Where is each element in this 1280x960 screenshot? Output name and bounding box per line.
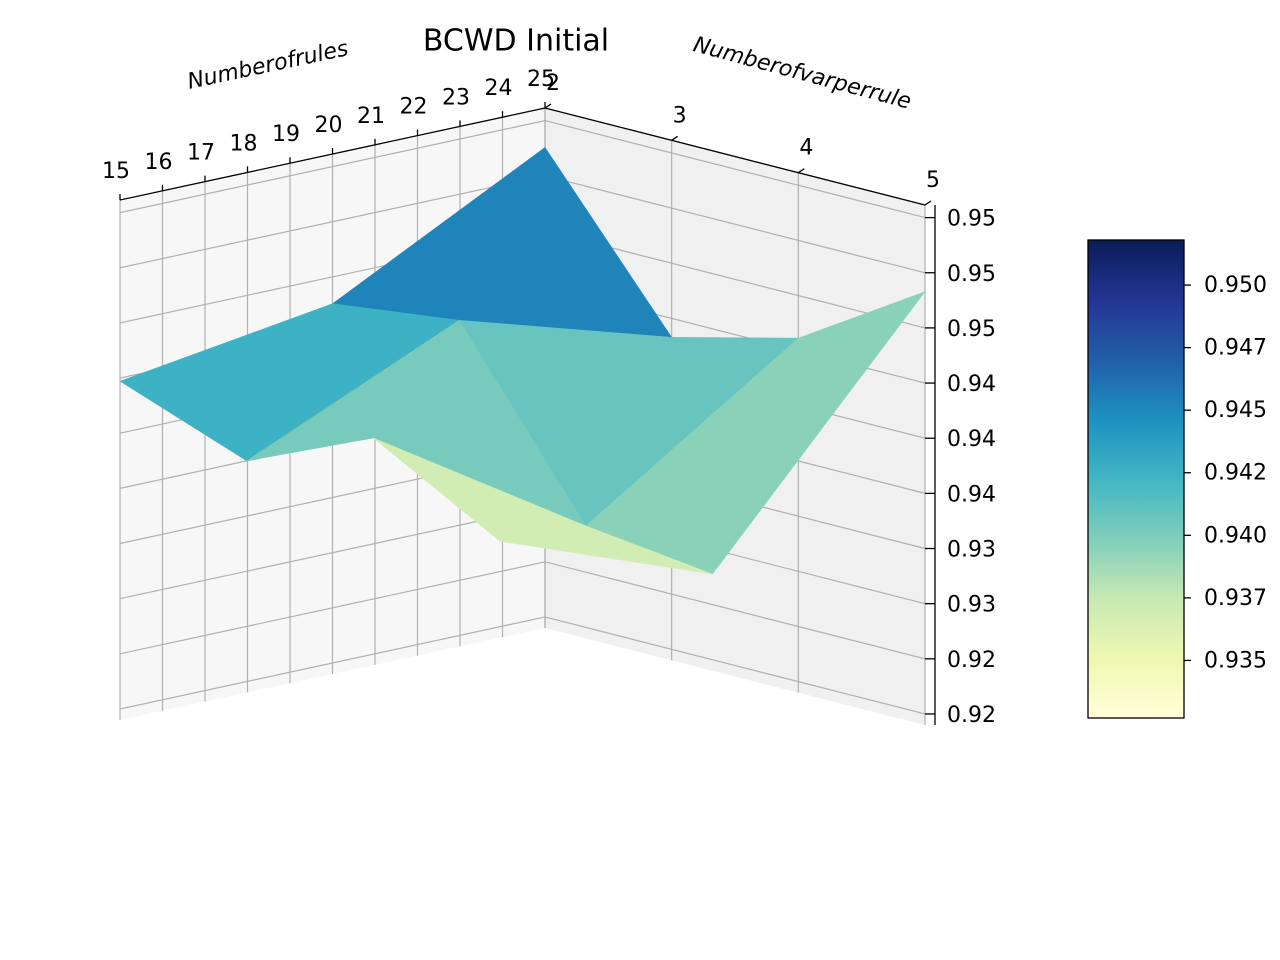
y-axis-label: Numberofvarperrule <box>691 32 914 114</box>
x-tick-label: 18 <box>230 131 258 156</box>
y-tick-label: 2 <box>546 71 560 96</box>
colorbar-tick-label: 0.935 <box>1204 648 1267 673</box>
colorbar-tick-label: 0.945 <box>1204 398 1267 423</box>
x-axis-label: Numberofrules <box>185 36 350 94</box>
colorbar <box>1087 239 1185 719</box>
z-tick-label: 0.92 <box>947 648 996 673</box>
z-tick-label: 0.94 <box>947 427 996 452</box>
x-tick-label: 25 <box>527 67 555 92</box>
y-tick-label: 4 <box>799 136 813 161</box>
x-tick-label: 16 <box>145 150 173 175</box>
colorbar-tick-label: 0.950 <box>1204 273 1267 298</box>
z-tick-label: 0.93 <box>947 593 996 618</box>
grid-line <box>119 119 926 219</box>
z-tick-label: 0.93 <box>947 538 996 563</box>
surface-patch <box>373 437 713 575</box>
x-tick-label: 20 <box>315 113 343 138</box>
y-tick-label: 5 <box>926 168 940 193</box>
grid-line <box>119 616 926 715</box>
y-axis-line <box>544 107 926 206</box>
y-tick <box>671 135 679 141</box>
z-tick-label: 0.95 <box>947 317 996 342</box>
x-axis-line <box>119 107 546 201</box>
x-tick-label: 17 <box>187 141 215 166</box>
colorbar-tick-label: 0.937 <box>1204 586 1267 611</box>
x-tick-label: 22 <box>400 95 428 120</box>
colorbar-tick-label: 0.940 <box>1204 523 1267 548</box>
z-tick-label: 0.94 <box>947 482 996 507</box>
y-tick <box>544 103 552 109</box>
x-tick-label: 24 <box>485 76 513 101</box>
z-tick-label: 0.94 <box>947 372 996 397</box>
z-tick-label: 0.95 <box>947 262 996 287</box>
x-tick-label: 21 <box>357 104 385 129</box>
colorbar-tick-label: 0.942 <box>1204 461 1267 486</box>
z-tick-label: 0.92 <box>947 703 996 728</box>
x-tick-label: 15 <box>102 159 130 184</box>
chart-title: BCWD Initial <box>423 24 609 59</box>
y-tick <box>924 200 932 206</box>
x-tick-label: 23 <box>442 85 470 110</box>
z-tick-label: 0.95 <box>947 207 996 232</box>
y-tick-label: 3 <box>673 103 687 128</box>
y-tick <box>797 168 805 174</box>
colorbar-tick-label: 0.947 <box>1204 336 1267 361</box>
x-tick-label: 19 <box>272 122 300 147</box>
grid-line <box>119 561 926 660</box>
